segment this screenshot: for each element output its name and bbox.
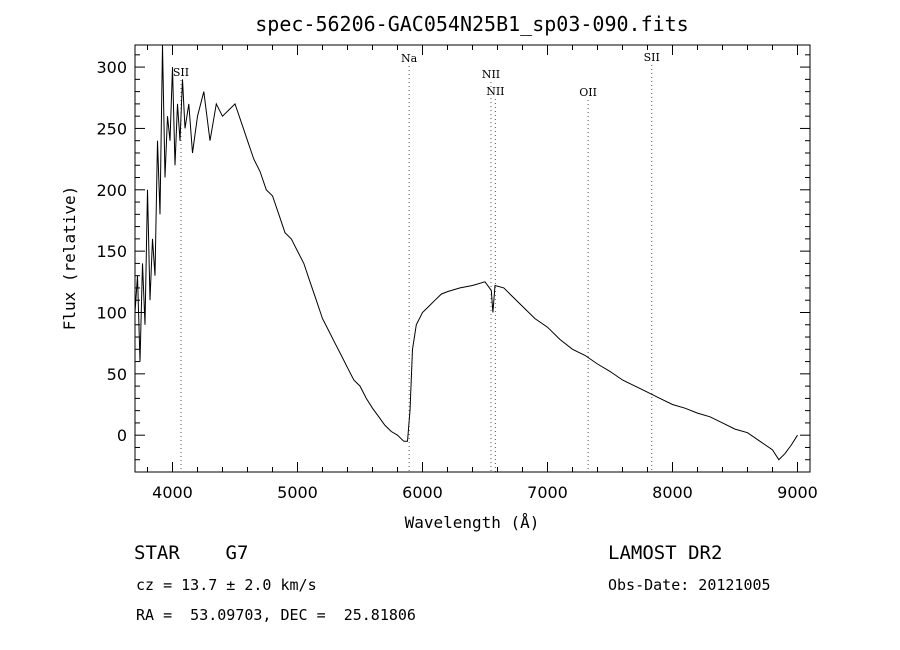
x-tick-label: 6000 [402,483,443,502]
x-tick-label: 9000 [777,483,818,502]
y-tick-label: 50 [107,365,127,384]
x-tick-label: 8000 [652,483,693,502]
survey-name: LAMOST DR2 [608,542,723,564]
line-marker-label: OII [579,86,597,99]
y-tick-label: 250 [96,119,127,138]
chart-title: spec-56206-GAC054N25B1_sp03-090.fits [255,12,688,36]
obs-date-text: Obs-Date: 20121005 [608,576,771,594]
x-tick-label: 7000 [527,483,568,502]
object-class: STAR G7 [134,542,249,564]
x-tick-label: 5000 [277,483,318,502]
spectrum-line [134,44,798,461]
axis-ticks [135,45,810,472]
y-tick-label: 300 [96,58,127,77]
plot-frame [134,44,811,473]
y-tick-label: 0 [117,426,127,445]
line-marker-label: NII [486,85,504,98]
line-marker-label: SII [173,66,189,79]
line-marker-label: Na [401,52,418,65]
y-tick-label: 150 [96,242,127,261]
coordinates-text: RA = 53.09703, DEC = 25.81806 [136,606,416,624]
y-tick-label: 100 [96,303,127,322]
y-axis-label: Flux (relative) [60,186,79,331]
y-tick-label: 200 [96,181,127,200]
tick-labels: 4000 5000 6000 7000 8000 9000 0 50 100 150 200 250 3… [96,58,817,502]
line-marker-label: SII [644,51,660,64]
x-axis-label: Wavelength (Å) [405,513,540,532]
line-markers: SII Na NII NII OII SII [173,51,660,472]
line-marker-label: NII [482,68,500,81]
x-tick-label: 4000 [152,483,193,502]
redshift-text: cz = 13.7 ± 2.0 km/s [136,576,317,594]
